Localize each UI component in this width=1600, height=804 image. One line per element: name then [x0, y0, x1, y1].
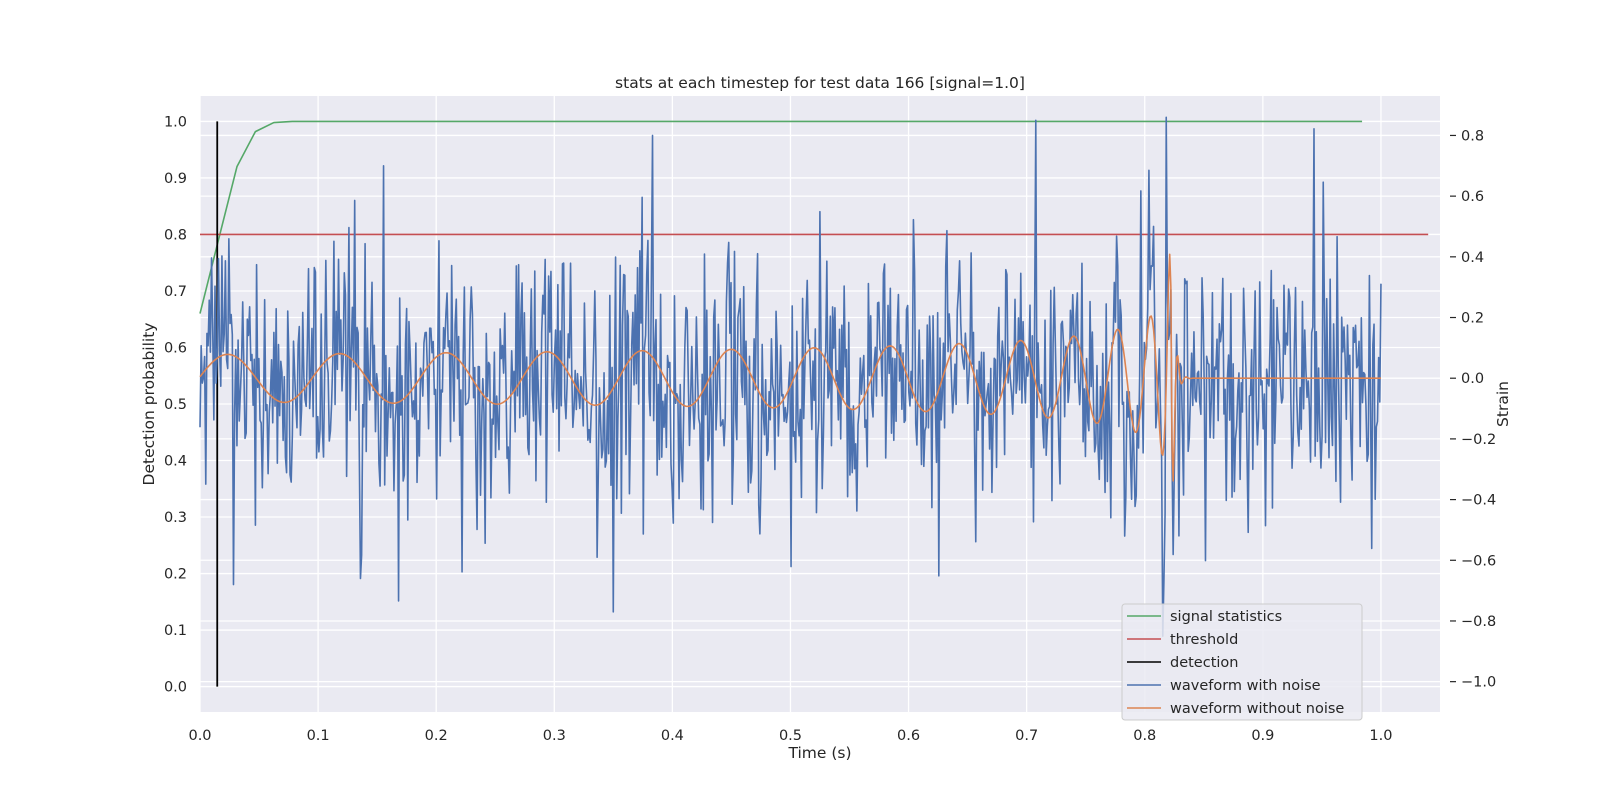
y2-tick-label: −0.4 — [1461, 493, 1496, 509]
y-tick-label: 1.0 — [164, 114, 187, 130]
y-tick-label: 0.5 — [164, 397, 187, 413]
y2-tick-label: −0.2 — [1461, 432, 1496, 448]
y-tick-label: 0.3 — [164, 510, 187, 526]
y-tick-label: 0.6 — [164, 340, 187, 356]
y2-tick-label: −0.6 — [1461, 553, 1496, 569]
y-tick-label: 0.1 — [164, 623, 187, 639]
y-tick-label: 0.7 — [164, 284, 187, 300]
y2-tick-label: 0.6 — [1461, 189, 1484, 205]
x-tick-label: 0.9 — [1251, 728, 1274, 744]
y2-tick-label: −0.8 — [1461, 614, 1496, 630]
x-tick-label: 0.2 — [425, 728, 448, 744]
x-axis-label: Time (s) — [787, 744, 851, 762]
legend-label-waveform-without-noise: waveform without noise — [1170, 701, 1344, 717]
series-waveform-without-noise — [199, 253, 1381, 482]
x-tick-label: 0.7 — [1015, 728, 1038, 744]
series-layer — [199, 116, 1429, 687]
y2-tick-label: 0.4 — [1461, 250, 1484, 266]
y2-tick-label: −1.0 — [1461, 675, 1496, 691]
legend: signal statistics threshold detection wa… — [1121, 603, 1363, 721]
x-tick-label: 0.4 — [661, 728, 684, 744]
legend-label-detection: detection — [1170, 655, 1238, 671]
ticks: 0.0 0.1 0.2 0.3 0.4 0.5 0.6 0.7 0.8 0.9 1.0 0.0 0.1 0… — [164, 114, 1496, 744]
x-tick-label: 0.0 — [188, 728, 211, 744]
y-tick-label: 0.0 — [164, 680, 187, 696]
y-tick-label: 0.9 — [164, 171, 187, 187]
legend-label-signal-statistics: signal statistics — [1170, 609, 1282, 625]
x-tick-label: 1.0 — [1369, 728, 1392, 744]
chart-title: stats at each timestep for test data 166… — [615, 74, 1025, 92]
x-tick-label: 0.8 — [1133, 728, 1156, 744]
y-axis-label: Detection probability — [140, 323, 158, 486]
y2-tick-label: 0.8 — [1461, 128, 1484, 144]
legend-box — [1121, 603, 1363, 721]
x-tick-label: 0.6 — [897, 728, 920, 744]
y2-tick-label: 0.0 — [1461, 371, 1484, 387]
legend-label-threshold: threshold — [1170, 632, 1238, 648]
legend-label-waveform-with-noise: waveform with noise — [1170, 678, 1321, 694]
y-tick-label: 0.2 — [164, 567, 187, 583]
x-tick-label: 0.3 — [543, 728, 566, 744]
x-tick-label: 0.5 — [779, 728, 802, 744]
y2-tick-label: 0.2 — [1461, 311, 1484, 327]
series-waveform-with-noise — [199, 116, 1382, 637]
y-tick-label: 0.8 — [164, 227, 187, 243]
y-tick-label: 0.4 — [164, 454, 187, 470]
y2-axis-label: Strain — [1494, 381, 1512, 427]
series-signal-statistics — [199, 120, 1363, 314]
x-tick-label: 0.1 — [307, 728, 330, 744]
